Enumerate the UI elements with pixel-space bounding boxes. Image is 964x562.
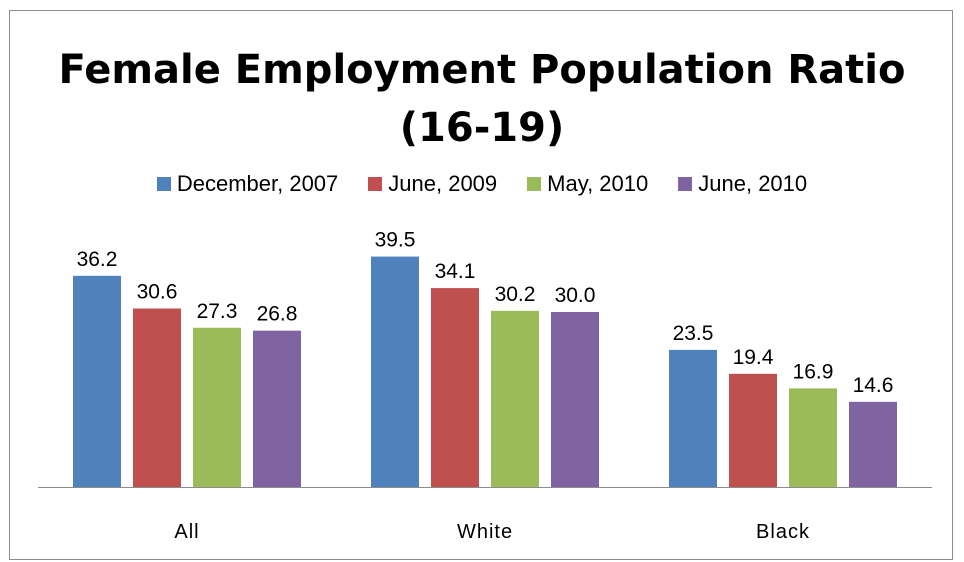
value-label-white-may-2010: 30.2 [495,283,536,306]
legend-item-june-2010: June, 2010 [678,171,807,197]
value-label-all-december-2007: 36.2 [77,248,118,271]
legend-swatch-december-2007 [156,177,171,191]
bar-white-june-2009 [431,288,479,487]
value-label-black-december-2007: 23.5 [673,322,714,345]
bar-black-december-2007 [669,349,717,487]
value-label-black-may-2010: 16.9 [793,360,834,383]
bar-black-june-2009 [729,373,777,487]
legend-label-may-2010: May, 2010 [547,171,649,196]
legend-swatch-june-2010 [678,177,693,191]
bar-white-may-2010 [491,310,539,487]
bar-white-june-2010 [551,312,599,487]
value-label-all-june-2010: 26.8 [257,303,298,326]
value-label-black-june-2009: 19.4 [733,346,774,369]
bar-all-may-2010 [193,327,241,487]
bar-black-may-2010 [789,388,837,487]
category-label-white: White [457,521,513,543]
bar-black-june-2010 [849,401,897,487]
category-label-black: Black [756,521,810,543]
value-label-black-june-2010: 14.6 [853,374,894,397]
bar-all-december-2007 [73,275,121,487]
value-label-white-june-2009: 34.1 [435,260,476,283]
bar-white-december-2007 [371,256,419,487]
legend-swatch-may-2010 [527,177,542,191]
bar-all-june-2009 [133,308,181,487]
bar-all-june-2010 [253,330,301,487]
legend-item-june-2009: June, 2009 [368,171,497,197]
legend-label-june-2010: June, 2010 [698,171,808,196]
legend-item-may-2010: May, 2010 [527,171,648,197]
legend-item-december-2007: December, 2007 [156,171,339,197]
category-label-all: All [174,521,199,543]
value-label-all-may-2010: 27.3 [197,300,238,323]
legend-label-june-2009: June, 2009 [388,171,498,196]
chart-title: Female Employment Population Ratio (16-1… [58,47,906,151]
legend-swatch-june-2009 [368,177,383,191]
legend-label-december-2007: December, 2007 [176,171,339,196]
legend: December, 2007 June, 2009 May, 2010 June… [10,171,954,197]
value-label-white-june-2010: 30.0 [555,284,596,307]
value-label-white-december-2007: 39.5 [375,229,416,252]
value-label-all-june-2009: 30.6 [137,281,178,304]
